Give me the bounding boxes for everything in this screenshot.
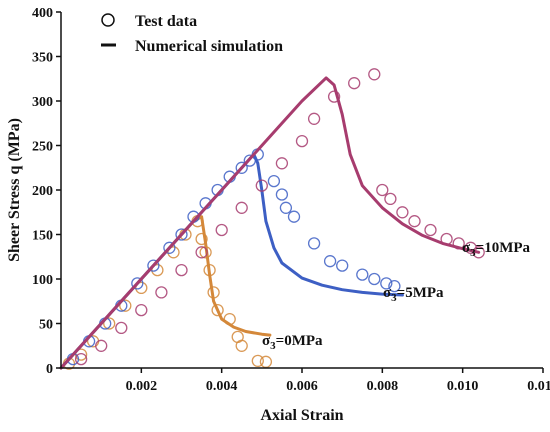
- series-annotations: σ3=0MPa σ3=5MPa σ3=10MPa: [262, 240, 531, 352]
- test-point-s0: [223, 312, 236, 326]
- y-tick-label: 200: [32, 184, 53, 199]
- test-point-s10: [155, 286, 168, 299]
- y-axis-title: Sheer Stress q (MPa): [6, 118, 23, 262]
- y-tick-label: 150: [32, 229, 53, 244]
- test-point-s10: [472, 246, 485, 259]
- x-tick-label: 0.010: [447, 379, 479, 394]
- test-point-s0: [207, 286, 220, 299]
- test-point-s0: [203, 263, 216, 277]
- y-tick-label: 250: [32, 140, 53, 155]
- y-tick-label: 50: [39, 318, 53, 333]
- test-point-s5: [388, 279, 401, 293]
- legend: Test data Numerical simulation: [101, 13, 283, 55]
- x-tick-label: 0.012: [527, 379, 550, 394]
- test-point-s10: [376, 183, 389, 197]
- test-point-s0: [235, 339, 248, 352]
- x-axis-title: Axial Strain: [260, 407, 343, 424]
- test-point-s0: [199, 246, 212, 259]
- test-point-s5: [356, 268, 369, 281]
- test-point-s5: [307, 237, 321, 250]
- test-point-s10: [368, 68, 381, 81]
- x-tick-label: 0.002: [126, 379, 158, 394]
- test-point-s10: [255, 179, 268, 192]
- legend-label-test-data: Test data: [135, 13, 197, 30]
- test-point-s10: [175, 263, 188, 277]
- test-point-s5: [235, 161, 248, 174]
- test-point-s10: [307, 112, 321, 125]
- test-point-s10: [235, 201, 248, 214]
- test-point-s10: [408, 215, 421, 228]
- test-point-s0: [195, 232, 208, 246]
- plot-area: [59, 68, 485, 370]
- test-point-s10: [295, 134, 309, 148]
- legend-label-simulation: Numerical simulation: [135, 38, 283, 55]
- test-point-s10: [440, 232, 453, 246]
- test-point-s5: [368, 272, 381, 286]
- test-point-s0: [151, 263, 164, 277]
- test-point-s5: [287, 210, 301, 223]
- x-tick-label: 0.008: [367, 379, 399, 394]
- x-tick-label: 0.006: [286, 379, 318, 394]
- test-point-s5: [163, 241, 176, 254]
- y-tick-label: 0: [46, 362, 53, 377]
- test-point-s0: [211, 303, 224, 317]
- test-point-s0: [103, 317, 116, 330]
- test-point-s5: [275, 188, 289, 201]
- y-tick-label: 100: [32, 273, 53, 288]
- test-point-s10: [452, 237, 465, 250]
- simulation-line-s10: [59, 76, 481, 370]
- y-tick-label: 400: [32, 6, 53, 21]
- axes: 0.002 0.004 0.006 0.008 0.010 0.012 0 50 100 150 2…: [32, 6, 550, 394]
- test-point-s5: [267, 174, 281, 188]
- test-point-s5: [175, 228, 188, 241]
- test-point-s0: [259, 355, 273, 368]
- test-point-s0: [251, 354, 264, 368]
- test-point-s0: [135, 281, 148, 295]
- test-point-s0: [167, 246, 180, 259]
- legend-circle-marker: [101, 13, 115, 27]
- test-point-s10: [195, 246, 208, 259]
- test-point-s10: [327, 90, 341, 103]
- annotation-s0: σ3=0MPa: [262, 333, 323, 352]
- annotation-s10: σ3=10MPa: [462, 240, 531, 259]
- test-point-s10: [384, 192, 397, 206]
- test-point-s10: [424, 223, 437, 237]
- test-point-s5: [336, 259, 349, 272]
- y-tick-label: 300: [32, 95, 53, 110]
- test-point-s10: [135, 303, 148, 317]
- test-point-s10: [74, 352, 88, 366]
- test-point-s10: [275, 157, 289, 170]
- test-point-s10: [95, 339, 108, 352]
- test-point-s5: [147, 259, 160, 272]
- test-point-s10: [396, 206, 409, 219]
- series-s5: [59, 148, 404, 370]
- test-point-s10: [348, 77, 361, 90]
- test-point-s5: [131, 277, 144, 290]
- test-point-s10: [215, 223, 228, 237]
- series-s10: [59, 68, 485, 370]
- test-point-s10: [115, 321, 128, 335]
- test-point-s5: [323, 255, 337, 268]
- annotation-s5: σ3=5MPa: [383, 285, 444, 304]
- test-point-s5: [380, 277, 393, 290]
- test-point-s5: [279, 201, 293, 214]
- y-tick-label: 350: [32, 51, 53, 66]
- x-tick-label: 0.004: [206, 379, 238, 394]
- test-point-s0: [119, 299, 132, 312]
- test-point-s5: [243, 154, 256, 167]
